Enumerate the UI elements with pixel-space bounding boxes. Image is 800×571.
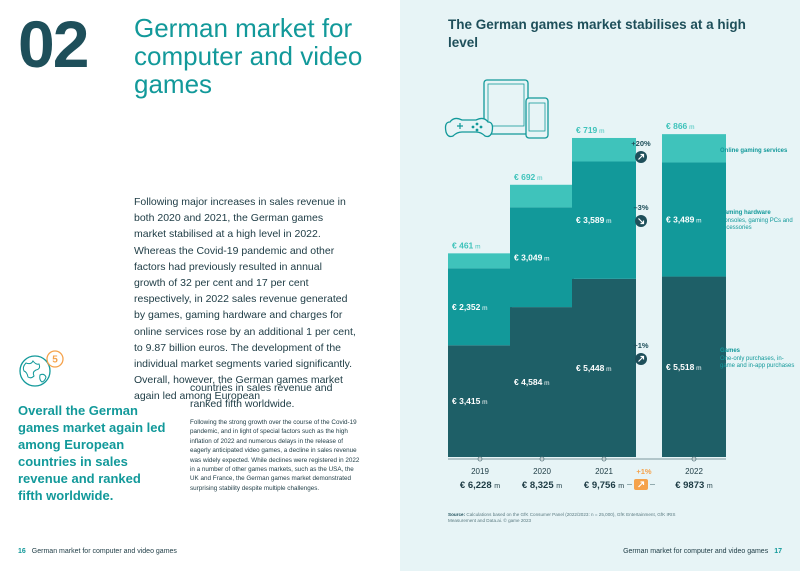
- total-label-2021: € 9,756 m: [584, 480, 624, 491]
- legend-hardware-title: Gaming hardware: [720, 210, 771, 216]
- year-label-2020: 2020: [533, 467, 551, 476]
- arrow-down-icon: [638, 218, 645, 225]
- total-change-label: +1%: [636, 467, 652, 476]
- bar-hardware-2020: [510, 207, 574, 308]
- legend-games: Games One-only purchases, in-game and in…: [720, 348, 796, 371]
- legend-games-desc: One-only purchases, in-game and in-app p…: [720, 355, 795, 370]
- legend-hardware: Gaming hardware Consoles, gaming PCs and…: [720, 210, 796, 233]
- change-label-games: +1%: [633, 341, 649, 350]
- arrow-up-icon: [638, 355, 645, 362]
- legend-online-title: Online gaming services: [720, 148, 788, 154]
- globe-rank-icon: 5: [19, 350, 64, 387]
- bar-online-2020: [510, 184, 574, 208]
- total-label-2022: € 9873 m: [675, 480, 713, 491]
- arrow-up-icon: [638, 481, 645, 488]
- callout-text: Overall the German games market again le…: [18, 403, 166, 503]
- value-label-hardware-2019: € 2,352 m: [452, 302, 488, 312]
- legend-online: Online gaming services: [720, 148, 796, 156]
- footer-right-text: German market for computer and video gam…: [623, 548, 769, 555]
- value-label-hardware-2021: € 3,589 m: [576, 215, 612, 225]
- year-label-2022: 2022: [685, 467, 703, 476]
- bar-online-2019: [448, 253, 512, 269]
- source-text: Calculations based on the GfK Consumer P…: [448, 512, 676, 524]
- year-label-2019: 2019: [471, 467, 489, 476]
- page-number-left: 16: [18, 548, 26, 555]
- chapter-title: German market for computer and video gam…: [134, 13, 363, 99]
- total-label-2020: € 8,325 m: [522, 480, 562, 491]
- legend-games-title: Games: [720, 348, 741, 354]
- value-label-hardware-2020: € 3,049 m: [514, 252, 550, 262]
- total-label-2019: € 6,228 m: [460, 480, 500, 491]
- page-number-right: 17: [774, 548, 782, 555]
- source-label: Source:: [448, 512, 466, 517]
- chart-title: The German games market stabilises at a …: [448, 17, 746, 50]
- change-label-online: +20%: [631, 139, 651, 148]
- chapter-number: 02: [18, 7, 89, 81]
- body-text-continued: countries in sales revenue and ranked fi…: [190, 382, 333, 411]
- bar-games-2021: [572, 278, 636, 457]
- value-label-games-2020: € 4,584 m: [514, 377, 550, 387]
- value-label-games-2021: € 5,448 m: [576, 363, 612, 373]
- bar-hardware-2019: [448, 268, 512, 346]
- value-label-online-2019: € 461 m: [452, 240, 481, 250]
- globe-rank-number: 5: [52, 355, 58, 366]
- small-body-text: Following the strong growth over the cou…: [190, 419, 360, 492]
- year-label-2021: 2021: [595, 467, 613, 476]
- arrow-up-icon: [638, 153, 645, 160]
- value-label-games-2022: € 5,518 m: [666, 362, 702, 372]
- bar-online-2021: [572, 137, 636, 162]
- body-text: Following major increases in sales reven…: [134, 196, 356, 403]
- legend-hardware-desc: Consoles, gaming PCs and accessories: [720, 217, 793, 232]
- bar-hardware-2022: [662, 162, 726, 277]
- footer-left: 16 German market for computer and video g…: [18, 548, 177, 555]
- value-label-games-2019: € 3,415 m: [452, 396, 488, 406]
- footer-left-text: German market for computer and video gam…: [31, 548, 177, 555]
- bar-games-2019: [448, 345, 512, 457]
- bar-hardware-2021: [572, 161, 636, 279]
- stacked-bar-chart: € 3,415 m € 2,352 m € 461 m € 4,584 m € 3,04…: [448, 121, 726, 491]
- source-note: Source: Calculations based on the GfK Co…: [448, 512, 698, 525]
- bar-online-2022: [662, 134, 726, 163]
- bar-games-2020: [510, 307, 574, 457]
- value-label-hardware-2022: € 3,489 m: [666, 215, 702, 225]
- value-label-online-2021: € 719 m: [576, 125, 605, 135]
- right-page: The German games market stabilises at a …: [400, 0, 800, 571]
- footer-right: German market for computer and video gam…: [623, 548, 782, 555]
- change-label-hardware: –3%: [633, 203, 648, 212]
- gaming-devices-icon: [444, 79, 549, 139]
- value-label-online-2022: € 866 m: [666, 121, 695, 131]
- left-page: 02 German market for computer and video …: [18, 7, 363, 555]
- value-label-online-2020: € 692 m: [514, 172, 543, 182]
- bar-games-2022: [662, 276, 726, 457]
